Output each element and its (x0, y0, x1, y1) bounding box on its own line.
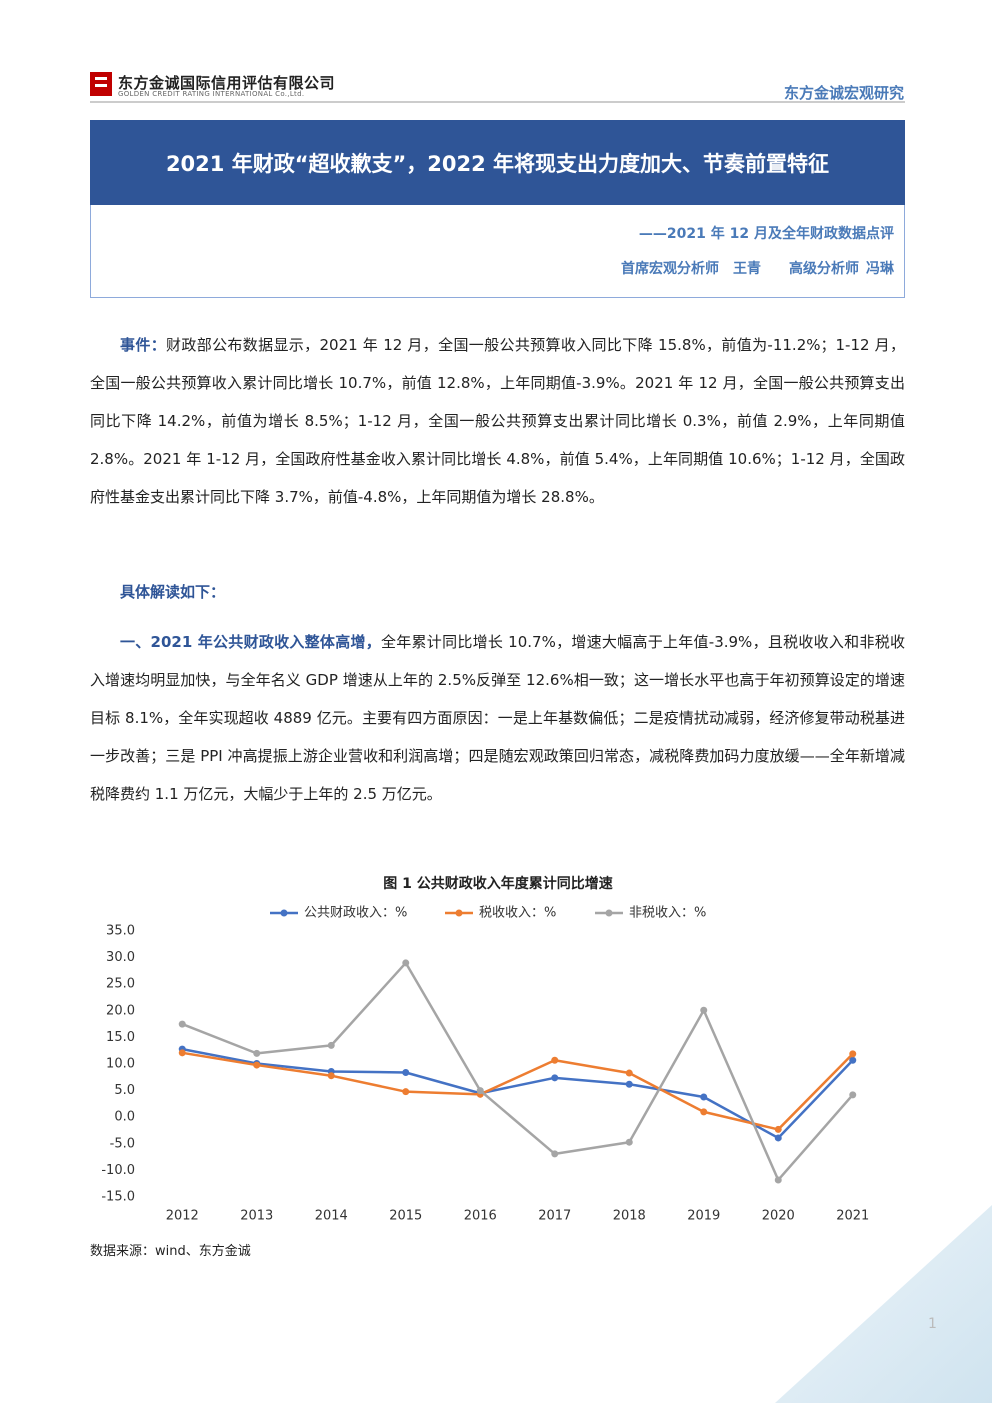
logo-stripe (95, 84, 107, 87)
authors: 首席宏观分析师 王青 高级分析师 冯琳 (621, 258, 894, 278)
paragraph: 一、2021 年公共财政收入整体高增，全年累计同比增长 10.7%，增速大幅高于… (90, 623, 905, 813)
y-tick-label: 15.0 (106, 1030, 135, 1045)
point (402, 1088, 410, 1096)
y-tick-label: 25.0 (106, 977, 135, 992)
x-tick-label: 2014 (315, 1209, 348, 1224)
corner-triangle (775, 1205, 992, 1403)
legend-label: 税收收入：% (479, 906, 556, 921)
point (774, 1134, 782, 1142)
author-role: 高级分析师 (789, 261, 859, 277)
point (476, 1087, 484, 1095)
x-tick-label: 2013 (240, 1209, 273, 1224)
x-tick-label: 2018 (613, 1209, 646, 1224)
point (849, 1056, 857, 1064)
y-tick-label: 20.0 (106, 1003, 135, 1018)
y-tick-label: 5.0 (114, 1083, 135, 1098)
x-tick-label: 2019 (687, 1209, 720, 1224)
legend-label: 非税收入：% (629, 906, 706, 921)
y-tick-label: -15.0 (101, 1190, 135, 1205)
series-line (182, 1047, 854, 1140)
legend-marker (455, 909, 463, 917)
author-role: 首席宏观分析师 (621, 261, 719, 277)
y-tick-label: -5.0 (110, 1136, 135, 1151)
point (625, 1069, 633, 1077)
subtitle-box: ——2021 年 12 月及全年财政数据点评 首席宏观分析师 王青 高级分析师 … (90, 205, 905, 298)
x-tick-label: 2021 (836, 1209, 869, 1224)
legend-marker (605, 909, 613, 917)
logo-stripe (95, 77, 107, 80)
paragraph: 具体解读如下： (90, 573, 905, 611)
point (700, 1108, 708, 1116)
title: 2021 年财政“超收歉支”，2022 年将现支出力度加大、节奏前置特征 (90, 120, 905, 205)
series-name: 东方金诚宏观研究 (783, 84, 904, 102)
y-tick-label: -10.0 (101, 1163, 135, 1178)
author-name: 冯琳 (866, 261, 894, 277)
series-line (182, 1051, 854, 1131)
y-tick-label: 0.0 (114, 1110, 135, 1125)
author-name: 王青 (733, 261, 761, 277)
point (774, 1176, 782, 1184)
source: 数据来源：wind、东方金诚 (90, 1244, 251, 1259)
point (625, 1138, 633, 1146)
point (178, 1049, 186, 1057)
paragraph: 事件：财政部公布数据显示，2021 年 12 月，全国一般公共预算收入同比下降 … (90, 326, 905, 516)
x-tick-label: 2017 (538, 1209, 571, 1224)
point (700, 1093, 708, 1101)
y-tick-label: 10.0 (106, 1057, 135, 1072)
point (700, 1006, 708, 1014)
point (253, 1061, 261, 1069)
lead: 一、2021 年公共财政收入整体高增， (120, 633, 381, 651)
text: 财政部公布数据显示，2021 年 12 月，全国一般公共预算收入同比下降 15.… (90, 336, 905, 506)
point (327, 1041, 335, 1049)
chart: 图 1 公共财政收入年度累计同比增速 35.0 30.0 25.0 20.0 15.0 1… (101, 875, 869, 1224)
point (551, 1074, 559, 1082)
text: 全年累计同比增长 10.7%，增速大幅高于上年值-3.9%，且税收收入和非税收入… (90, 633, 905, 803)
legend-marker (280, 909, 288, 917)
series-line (181, 961, 854, 1182)
point (551, 1150, 559, 1158)
x-tick-label: 2016 (464, 1209, 497, 1224)
point (849, 1050, 857, 1058)
x-tick-label: 2015 (389, 1209, 422, 1224)
y-tick-label: 35.0 (106, 924, 135, 939)
point (327, 1072, 335, 1080)
chart-title: 图 1 公共财政收入年度累计同比增速 (383, 875, 613, 892)
point (178, 1020, 186, 1028)
point (774, 1125, 782, 1133)
point (551, 1056, 559, 1064)
point (625, 1080, 633, 1088)
point (402, 959, 410, 967)
lead: 具体解读如下： (120, 583, 226, 601)
lead: 事件： (120, 336, 167, 354)
x-tick-label: 2012 (166, 1209, 199, 1224)
point (253, 1049, 261, 1057)
legend-label: 公共财政收入：% (304, 906, 407, 921)
company-name: 东方金诚国际信用评估有限公司 (118, 74, 336, 92)
point (849, 1091, 857, 1099)
company-name-en: GOLDEN CREDIT RATING INTERNATIONAL Co.,L… (118, 90, 305, 98)
y-tick-label: 30.0 (106, 950, 135, 965)
subtitle: ——2021 年 12 月及全年财政数据点评 (638, 226, 894, 242)
page-number: 1 (928, 1316, 937, 1332)
point (402, 1069, 410, 1077)
x-tick-label: 2020 (762, 1209, 795, 1224)
